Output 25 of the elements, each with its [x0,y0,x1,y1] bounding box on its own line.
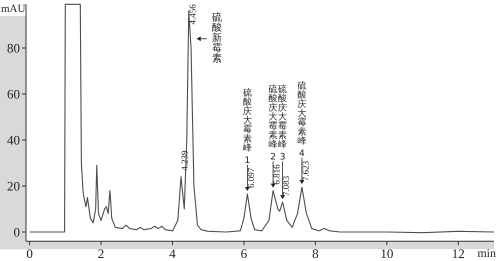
y-axis-title: mAU [1,3,26,15]
annotation: 硫酸庆大霉素峰 1 [242,87,252,166]
x-tick-label: 6 [240,246,248,261]
y-tick-label: 40 [7,132,20,148]
annotation: 4.456 [187,4,198,25]
x-tick-label: 4 [169,246,176,261]
x-tick-label: 12 [452,246,465,261]
x-axis-title: min [477,246,496,260]
annotation: 6.816 [272,164,282,185]
annotation: 硫酸庆大霉素峰 2 [268,84,278,162]
annotation: 硫酸庆大霉素峰 4 [297,80,306,159]
annotation: 6.097 [246,167,256,188]
y-tick-label: 0 [14,224,20,240]
x-tick-label: 0 [26,246,33,261]
y-tick-label: 20 [7,178,20,194]
x-tick-label: 10 [380,246,394,261]
x-tick-label: 2 [98,246,104,261]
annotation: 4.239 [180,150,190,171]
annotation: 硫酸庆大霉素峰 3 [278,84,288,162]
annotation: 7.623 [300,160,310,182]
annotation: 硫酸新霉素 [212,12,222,64]
y-tick-label: 80 [7,40,20,56]
x-tick-label: 8 [312,246,319,261]
annotation: 7.083 [281,175,292,196]
y-tick-label: 60 [7,86,20,102]
